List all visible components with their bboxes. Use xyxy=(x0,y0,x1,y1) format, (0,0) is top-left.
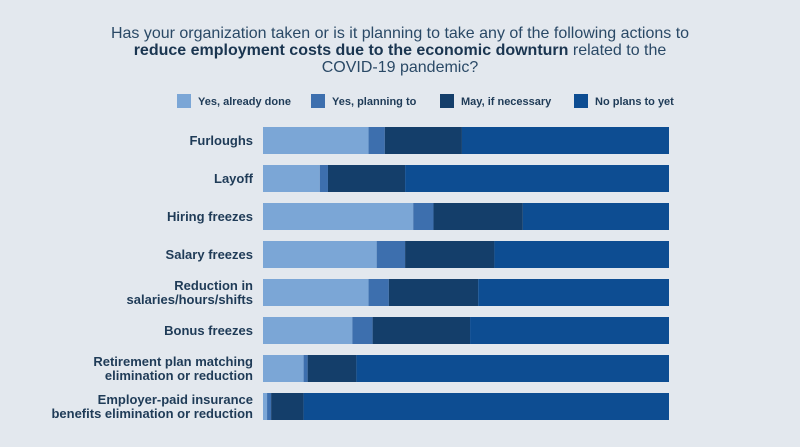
chart-title-line: Has your organization taken or is it pla… xyxy=(111,25,689,42)
legend-label: No plans to yet xyxy=(595,96,674,108)
category-label: benefits elimination or reduction xyxy=(51,406,253,421)
legend-label: Yes, already done xyxy=(198,96,291,108)
bar-segment xyxy=(405,165,669,192)
category-labels: Furloughs Layoff Hiring freezes Salary free… xyxy=(51,133,253,421)
category-label: salaries/hours/shifts xyxy=(127,292,253,307)
legend: Yes, already done Yes, planning to May, if… xyxy=(177,94,674,108)
category-label: Hiring freezes xyxy=(167,209,253,224)
legend-label: Yes, planning to xyxy=(332,96,417,108)
legend-swatch xyxy=(311,94,325,108)
bar-segment xyxy=(461,127,669,154)
category-label: Layoff xyxy=(214,171,254,186)
bar-segment xyxy=(433,203,523,230)
bar-segment xyxy=(405,241,495,268)
bar-segment xyxy=(352,317,373,344)
bar-segment xyxy=(263,279,369,306)
bar-segment xyxy=(263,241,377,268)
bar-segment xyxy=(494,241,669,268)
chart-title-run: COVID-19 pandemic? xyxy=(322,59,479,76)
category-label: Furloughs xyxy=(189,133,253,148)
bar-segment xyxy=(267,393,272,420)
bar-segment xyxy=(388,279,479,306)
category-label: Salary freezes xyxy=(166,247,253,262)
bar-segment xyxy=(368,127,385,154)
bar-segment xyxy=(327,165,406,192)
bar-segment xyxy=(263,317,353,344)
category-label: Bonus freezes xyxy=(164,323,253,338)
bar-segment xyxy=(263,165,320,192)
bar-segment xyxy=(303,355,308,382)
category-label: Reduction in xyxy=(174,278,253,293)
bar-segment xyxy=(307,355,357,382)
bar-segment xyxy=(319,165,328,192)
bar-segment xyxy=(413,203,434,230)
bar-segment xyxy=(263,355,304,382)
bar-segment xyxy=(368,279,389,306)
bar-segment xyxy=(478,279,669,306)
bar-segment xyxy=(263,203,414,230)
bar-segment xyxy=(271,393,304,420)
bar-segment xyxy=(263,393,268,420)
legend-swatch xyxy=(177,94,191,108)
bar-segment xyxy=(303,393,669,420)
legend-swatch xyxy=(574,94,588,108)
bar-segment xyxy=(376,241,406,268)
chart-title-run: related to the xyxy=(568,42,666,59)
legend-swatch xyxy=(440,94,454,108)
chart-title: Has your organization taken or is it pla… xyxy=(111,25,689,76)
chart-title-run: reduce employment costs due to the econo… xyxy=(134,42,569,59)
bar-segment xyxy=(522,203,669,230)
bar-segment xyxy=(372,317,471,344)
category-label: Employer-paid insurance xyxy=(98,392,253,407)
category-label: Retirement plan matching xyxy=(93,354,253,369)
chart-title-line: COVID-19 pandemic? xyxy=(322,59,479,76)
chart-title-run: Has your organization taken or is it pla… xyxy=(111,25,689,42)
bar-segment xyxy=(263,127,369,154)
category-label: elimination or reduction xyxy=(105,368,253,383)
legend-label: May, if necessary xyxy=(461,96,552,108)
bars xyxy=(263,127,669,420)
chart-title-line: reduce employment costs due to the econo… xyxy=(134,42,667,59)
bar-segment xyxy=(384,127,462,154)
bar-segment xyxy=(356,355,669,382)
bar-segment xyxy=(470,317,669,344)
